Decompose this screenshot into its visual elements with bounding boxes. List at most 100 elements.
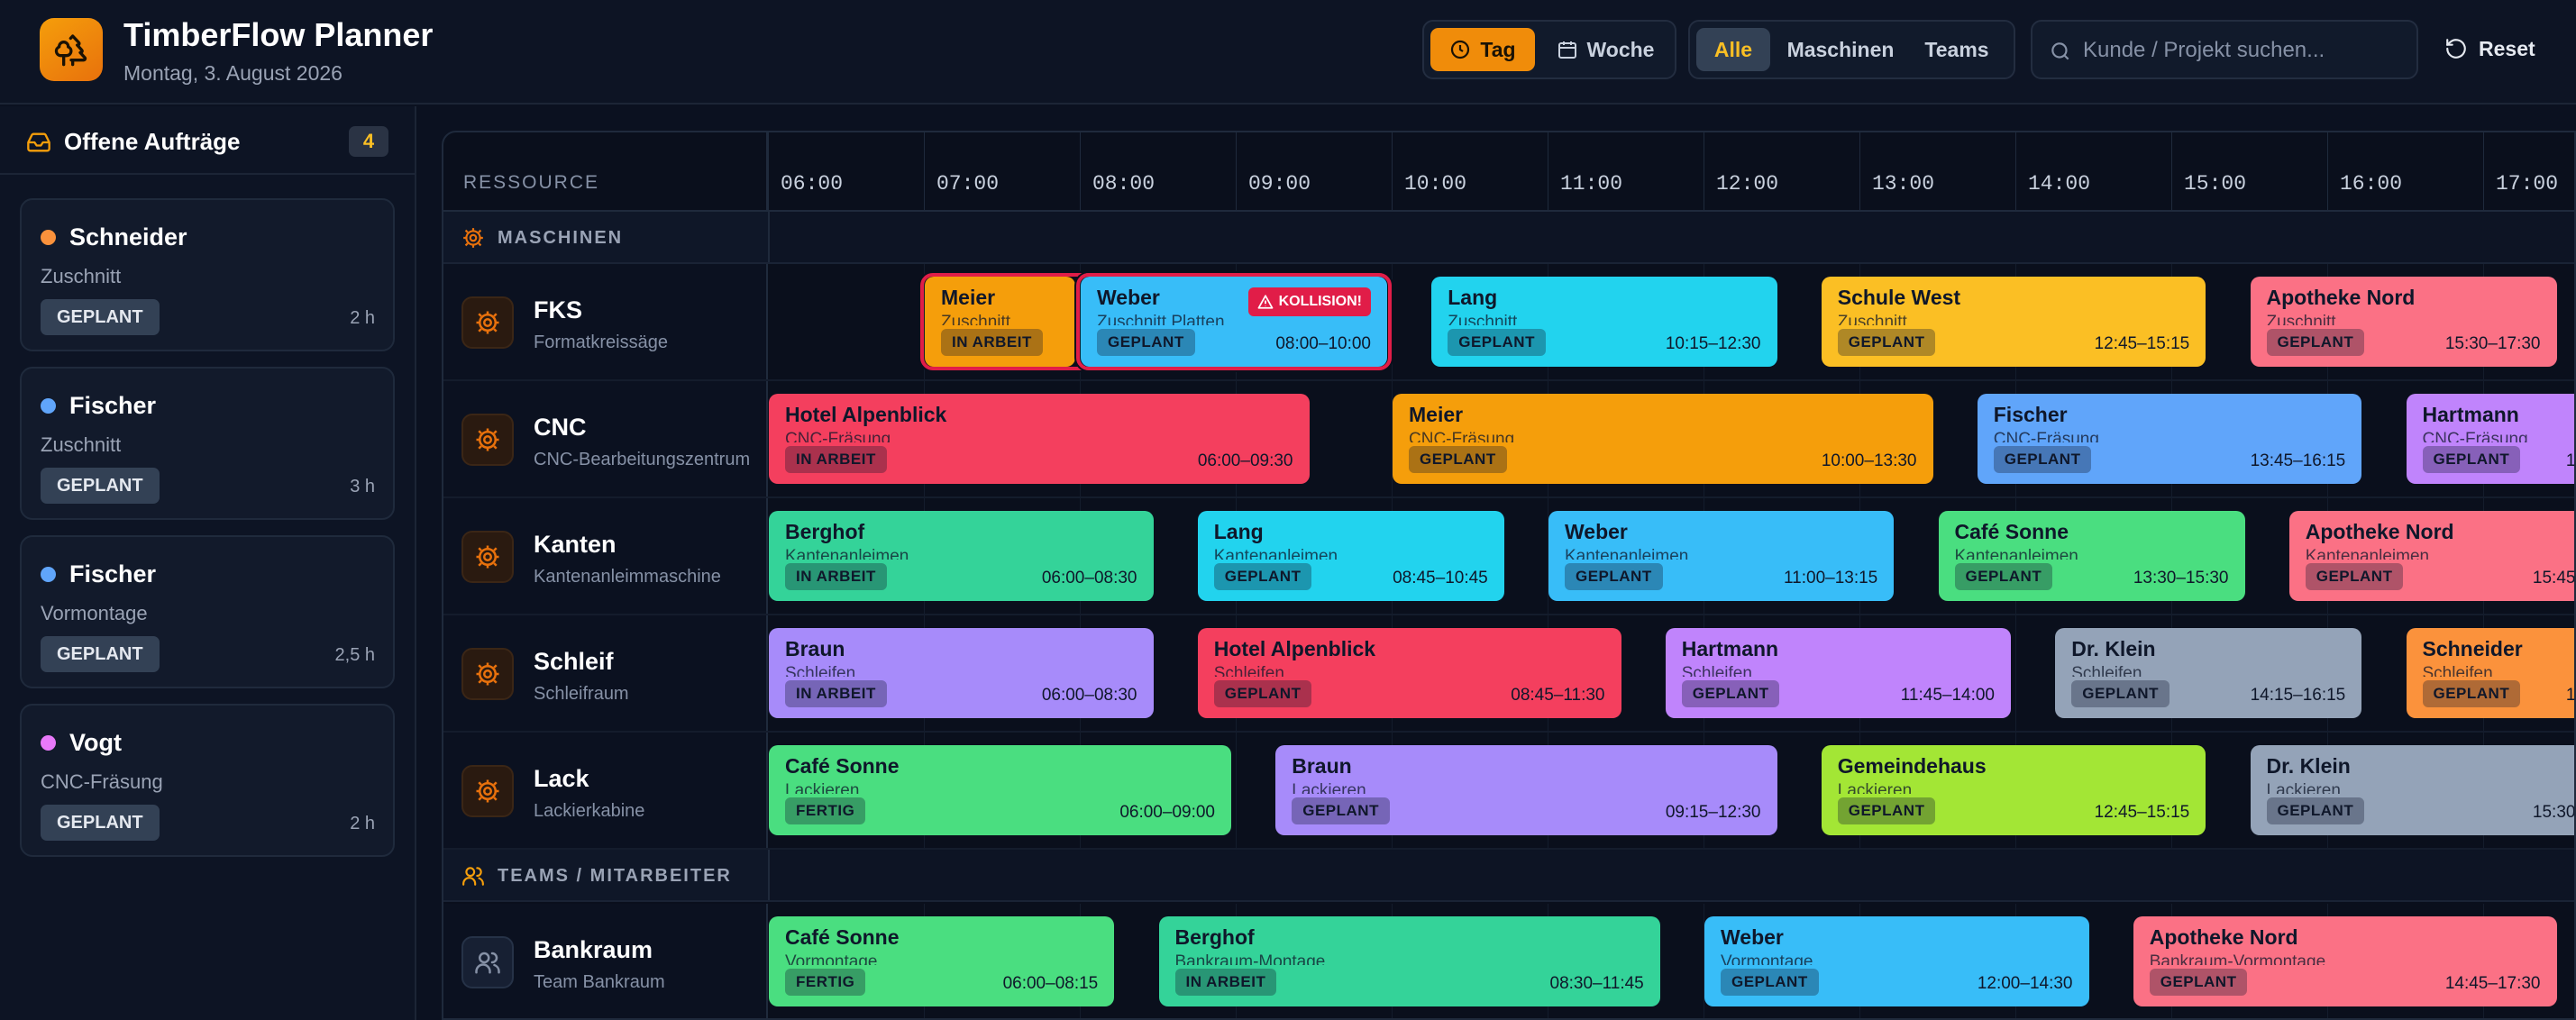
schedule-task[interactable]: Dr. Klein Schleifen GEPLANT 14:15–16:15 xyxy=(2055,628,2362,718)
schedule-task[interactable]: Dr. Klein Lackieren GEPLANT 15:30–17:4 xyxy=(2250,745,2574,835)
schedule-task[interactable]: Café Sonne Lackieren FERTIG 06:00–09:00 xyxy=(769,745,1231,835)
hour-label: 08:00 xyxy=(1092,172,1156,196)
schedule-task[interactable]: Braun Lackieren GEPLANT 09:15–12:30 xyxy=(1275,745,1777,835)
order-duration: 2 h xyxy=(350,814,375,833)
resource-cell[interactable]: Schleif Schleifraum xyxy=(443,615,768,731)
section-teams-icon xyxy=(461,864,485,892)
task-customer: Hotel Alpenblick xyxy=(1213,637,1376,660)
order-color-dot xyxy=(41,398,56,414)
filter-teams-button[interactable]: Teams xyxy=(1924,37,1989,61)
reset-button[interactable]: Reset xyxy=(2444,31,2535,67)
schedule-task[interactable]: Schule West Zuschnitt GEPLANT 12:45–15:15 xyxy=(1821,277,2206,367)
task-time-range: 06:00–08:30 xyxy=(1041,569,1137,587)
timeline-header: 06:00 07:00 08:00 09:00 10:00 11:00 12:00 13:00… xyxy=(768,132,2574,212)
resource-description: Schleifraum xyxy=(534,684,629,704)
search-input[interactable] xyxy=(2083,32,2407,68)
order-card[interactable]: Fischer Zuschnitt GEPLANT 3 h xyxy=(20,367,395,520)
open-orders-sidebar: Offene Aufträge 4 Schneider Zuschnitt GEPL… xyxy=(0,106,416,1020)
task-step: Zuschnitt xyxy=(941,313,1011,325)
resource-description: CNC-Bearbeitungszentrum xyxy=(534,450,751,469)
task-step: Kantenanleimen xyxy=(2305,547,2430,560)
schedule-task[interactable]: Berghof Kantenanleimen IN ARBEIT 06:00–08:3… xyxy=(769,511,1154,601)
resource-cell[interactable]: Lack Lackierkabine xyxy=(443,733,768,848)
schedule-task[interactable]: Café Sonne Vormontage FERTIG 06:00–08:15 xyxy=(769,916,1115,1006)
schedule-task[interactable]: Weber Vormontage GEPLANT 12:00–14:30 xyxy=(1704,916,2089,1006)
task-customer: Schule West xyxy=(1837,286,1961,309)
task-customer: Braun xyxy=(785,637,845,660)
schedule-task[interactable]: Gemeindehaus Lackieren GEPLANT 12:45–15:15 xyxy=(1821,745,2206,835)
task-time-range: 10:15–12:30 xyxy=(1665,334,1761,353)
task-step: Lackieren xyxy=(2266,781,2341,794)
view-day-button[interactable]: Tag xyxy=(1430,28,1535,71)
schedule-task[interactable]: Meier Zuschnitt IN ARBEIT xyxy=(925,277,1075,367)
schedule-task[interactable]: Café Sonne Kantenanleimen GEPLANT 13:30–15:… xyxy=(1938,511,2245,601)
view-week-button[interactable]: Woche xyxy=(1539,28,1671,71)
resource-row: Kanten Kantenanleimmaschine xyxy=(443,498,2574,615)
hour-label: 07:00 xyxy=(936,172,1000,196)
section-machines-fill xyxy=(768,212,2574,262)
resource-filter: Alle Maschinen Teams xyxy=(1688,20,2015,79)
resource-name: Lack xyxy=(534,765,589,792)
resource-cell[interactable]: Bankraum Team Bankraum xyxy=(443,904,768,1018)
schedule-task[interactable]: Apotheke Nord Zuschnitt GEPLANT 15:30–17:30 xyxy=(2250,277,2557,367)
schedule-task[interactable]: Weber Zuschnitt Platten GEPLANT 08:00–10:00… xyxy=(1081,277,1387,367)
task-time-range: 10:00–13:30 xyxy=(1821,451,1917,470)
open-orders-count: 4 xyxy=(349,126,388,157)
schedule-task[interactable]: Berghof Bankraum-Montage IN ARBEIT 08:30–11… xyxy=(1158,916,1660,1006)
schedule-task[interactable]: Hotel Alpenblick Schleifen GEPLANT 08:45–11… xyxy=(1197,628,1621,718)
schedule-task[interactable]: Apotheke Nord Kantenanleimen GEPLANT 15:45–… xyxy=(2288,511,2574,601)
schedule-task[interactable]: Hartmann Schleifen GEPLANT 11:45–14:00 xyxy=(1665,628,2011,718)
app-title: TimberFlow Planner xyxy=(123,16,434,53)
section-machines-icon xyxy=(461,226,485,254)
schedule-task[interactable]: Apotheke Nord Bankraum-Vormontage GEPLANT 1… xyxy=(2133,916,2557,1006)
resource-cell[interactable]: Kanten Kantenanleimmaschine xyxy=(443,498,768,614)
schedule-task[interactable]: Meier CNC-Fräsung GEPLANT 10:00–13:30 xyxy=(1393,394,1933,484)
schedule-task[interactable]: Fischer CNC-Fräsung GEPLANT 13:45–16:15 xyxy=(1977,394,2362,484)
task-customer: Lang xyxy=(1448,286,1498,309)
order-card[interactable]: Schneider Zuschnitt GEPLANT 2 h xyxy=(20,198,395,351)
task-customer: Hotel Alpenblick xyxy=(785,403,947,426)
task-status-badge: IN ARBEIT xyxy=(785,563,887,590)
order-color-dot xyxy=(41,230,56,245)
resource-name: CNC xyxy=(534,414,587,441)
collision-outline-inner xyxy=(1076,273,1392,370)
task-customer: Weber xyxy=(1565,520,1628,543)
task-customer: Hartmann xyxy=(2422,403,2519,426)
current-date: Montag, 3. August 2026 xyxy=(123,61,343,85)
schedule-task[interactable]: Hartmann CNC-Fräsung GEPLANT 16:30– xyxy=(2406,394,2574,484)
task-step: CNC-Fräsung xyxy=(1993,430,2099,442)
resource-name: Schleif xyxy=(534,648,614,675)
filter-all-button[interactable]: Alle xyxy=(1696,28,1770,71)
order-card[interactable]: Fischer Vormontage GEPLANT 2,5 h xyxy=(20,535,395,688)
task-customer: Apotheke Nord xyxy=(2266,286,2416,309)
task-status-badge: GEPLANT xyxy=(1409,446,1507,473)
order-card[interactable]: Vogt CNC-Fräsung GEPLANT 2 h xyxy=(20,704,395,857)
schedule-task[interactable]: Hotel Alpenblick CNC-Fräsung IN ARBEIT 06:0… xyxy=(769,394,1310,484)
task-step: Lackieren xyxy=(1292,781,1366,794)
search-box xyxy=(2031,20,2418,79)
filter-machines-button[interactable]: Maschinen xyxy=(1786,37,1895,61)
order-status-badge: GEPLANT xyxy=(41,299,160,335)
order-status-badge: GEPLANT xyxy=(41,805,160,841)
search-icon xyxy=(2051,42,2069,60)
task-time-range: 08:45–11:30 xyxy=(1511,686,1605,705)
schedule-task[interactable]: Weber Kantenanleimen GEPLANT 11:00–13:15 xyxy=(1548,511,1895,601)
schedule-task[interactable]: Braun Schleifen IN ARBEIT 06:00–08:30 xyxy=(769,628,1154,718)
task-status-badge: FERTIG xyxy=(785,969,866,996)
task-step: Kantenanleimen xyxy=(785,547,909,560)
task-step: Schleifen xyxy=(2422,664,2493,677)
resource-row: CNC CNC-Bearbeitungszentrum xyxy=(443,381,2574,498)
schedule-task[interactable]: Schneider Schleifen GEPLANT 16:30– xyxy=(2406,628,2574,718)
hour-label: 15:00 xyxy=(2184,172,2247,196)
task-time-range: 12:45–15:15 xyxy=(2094,803,2190,822)
task-status-badge: GEPLANT xyxy=(1565,563,1663,590)
schedule-task[interactable]: Lang Kantenanleimen GEPLANT 08:45–10:45 xyxy=(1197,511,1504,601)
schedule-task[interactable]: Lang Zuschnitt GEPLANT 10:15–12:30 xyxy=(1431,277,1777,367)
order-step: Vormontage xyxy=(41,602,148,624)
resource-cell[interactable]: CNC CNC-Bearbeitungszentrum xyxy=(443,381,768,496)
grid-line xyxy=(1392,381,1393,496)
calendar-icon xyxy=(1557,41,1576,59)
task-customer: Apotheke Nord xyxy=(2149,925,2298,949)
task-time-range: 13:30–15:30 xyxy=(2133,569,2229,587)
resource-cell[interactable]: FKS Formatkreissäge xyxy=(443,264,768,379)
